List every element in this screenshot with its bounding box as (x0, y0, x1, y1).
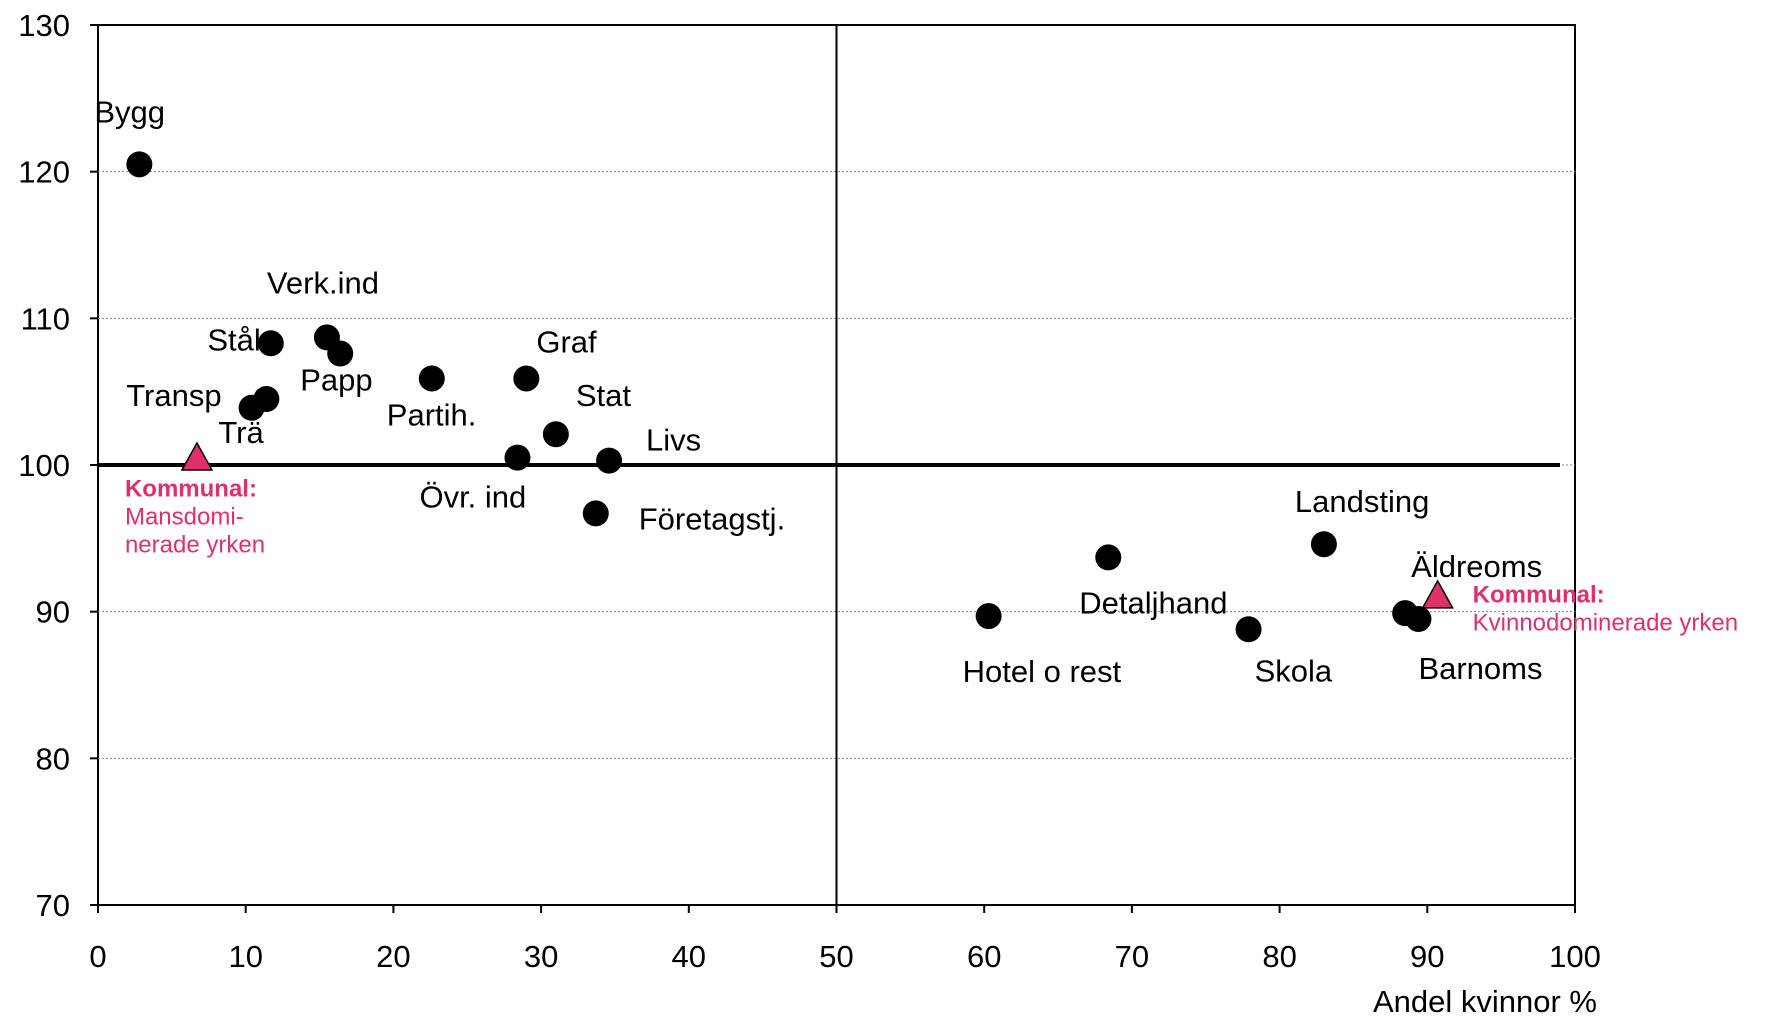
kommunal-markers: Kommunal:Mansdomi-nerade yrkenKommunal:K… (125, 441, 1739, 636)
kommunal-title: Kommunal: (125, 476, 257, 503)
data-point (1235, 616, 1262, 643)
data-point (1095, 544, 1122, 571)
y-tick-label: 120 (18, 155, 70, 190)
data-point (126, 151, 153, 178)
x-tick-label: 100 (1549, 939, 1601, 974)
data-points (126, 151, 1432, 643)
y-tick-label: 110 (21, 301, 70, 336)
kommunal-triangle-marker (180, 441, 214, 471)
point-label: Livs (646, 423, 701, 458)
x-tick-label: 90 (1410, 939, 1444, 974)
point-label: Partih. (387, 397, 477, 432)
data-point (542, 421, 569, 448)
point-label: Bygg (94, 94, 165, 129)
x-tick-label: 0 (89, 939, 106, 974)
data-point (513, 365, 540, 392)
point-label: Verk.ind (267, 265, 379, 300)
data-point (596, 447, 623, 474)
axis-ticks: 70 80 90 100 110 120 130 0 10 20 30 40 50 60 70 80 90 100 (18, 8, 1601, 974)
data-point (327, 340, 354, 367)
data-point (582, 500, 609, 527)
x-tick-label: 20 (376, 939, 410, 974)
x-tick-label: 30 (524, 939, 558, 974)
point-label: Barnoms (1418, 651, 1542, 686)
point-label: Trä (218, 415, 264, 450)
point-label: Landsting (1295, 484, 1429, 519)
point-label: Äldreoms (1411, 549, 1542, 584)
x-tick-label: 60 (967, 939, 1001, 974)
kommunal-subtitle: nerade yrken (125, 532, 265, 559)
x-tick-label: 70 (1115, 939, 1149, 974)
data-point (1310, 531, 1337, 558)
point-label: Stat (576, 378, 632, 413)
data-point (1405, 606, 1432, 632)
point-label: Transp (126, 378, 221, 413)
x-tick-label: 80 (1262, 939, 1296, 974)
x-tick-label: 40 (672, 939, 706, 974)
kommunal-triangle-marker (1421, 579, 1454, 609)
data-point (504, 444, 531, 471)
y-tick-label: 80 (36, 741, 70, 776)
point-label: Övr. ind (419, 480, 526, 515)
y-tick-label: 100 (18, 448, 70, 483)
point-label: Skola (1255, 653, 1333, 688)
point-label: Stål (207, 322, 260, 357)
y-tick-label: 90 (36, 595, 70, 630)
point-label: Graf (536, 324, 597, 359)
data-point (257, 330, 284, 357)
x-tick-label: 10 (228, 939, 262, 974)
point-label: Papp (300, 363, 372, 398)
kommunal-title: Kommunal: (1473, 581, 1605, 608)
data-point (253, 386, 280, 412)
y-tick-label: 70 (36, 888, 70, 923)
point-label: Hotel o rest (963, 654, 1122, 689)
data-point (975, 603, 1002, 630)
x-axis-title: Andel kvinnor % (1373, 984, 1597, 1017)
reference-lines (98, 25, 1560, 905)
y-tick-label: 130 (18, 8, 70, 43)
data-point (418, 365, 445, 392)
x-tick-label: 50 (819, 939, 853, 974)
kommunal-subtitle: Kvinnodominerade yrken (1473, 609, 1739, 636)
point-label: Företagstj. (639, 501, 785, 536)
point-label: Detaljhand (1079, 585, 1227, 620)
kommunal-subtitle: Mansdomi- (125, 504, 244, 531)
